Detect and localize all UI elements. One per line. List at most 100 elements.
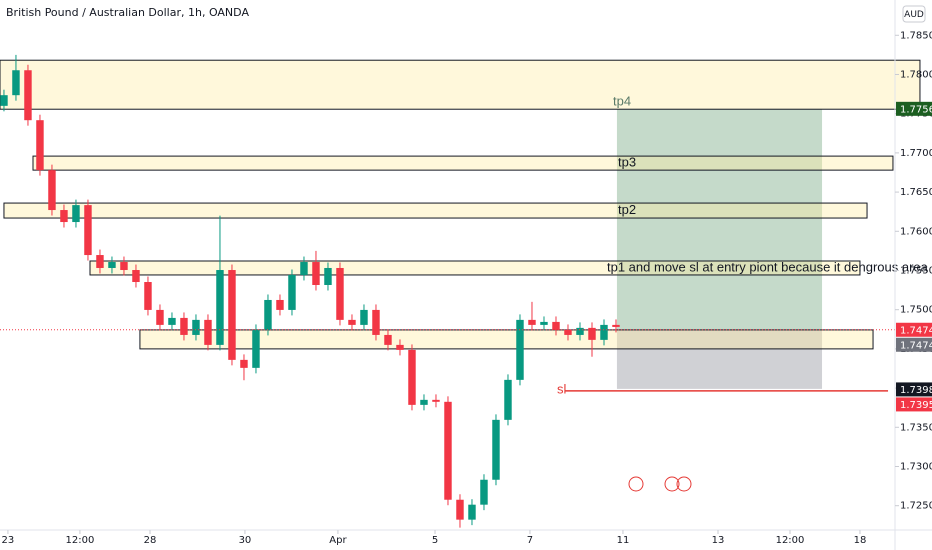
zone xyxy=(0,59,921,110)
price-tag xyxy=(896,322,932,337)
price-tag xyxy=(896,337,932,352)
candle-body xyxy=(588,327,596,340)
candle-body xyxy=(420,399,428,405)
axes: 1.785001.780001.775001.770001.765001.760… xyxy=(2,30,932,546)
candle-body xyxy=(264,299,272,330)
price-tag-label: 1.73983 xyxy=(900,385,932,396)
y-tick-label: 1.76000 xyxy=(900,226,932,237)
zone xyxy=(32,155,894,171)
candle-body xyxy=(540,321,548,325)
candle-body xyxy=(96,255,104,268)
candle-body xyxy=(492,419,500,480)
candle-body xyxy=(216,270,224,345)
y-tick-label: 1.78500 xyxy=(900,30,932,41)
x-tick-label: Apr xyxy=(329,535,347,546)
candle-body xyxy=(192,319,200,335)
y-tick-label: 1.73500 xyxy=(900,422,932,433)
y-tick-label: 1.78000 xyxy=(900,69,932,80)
candle-body xyxy=(132,270,140,283)
candle-body xyxy=(300,262,308,275)
price-tag-label: 1.74742 xyxy=(900,340,932,351)
candle-body xyxy=(240,359,248,368)
zone xyxy=(3,202,868,219)
candle-body xyxy=(48,170,56,211)
event-icon[interactable] xyxy=(664,476,680,492)
y-tick-label: 1.75500 xyxy=(900,265,932,276)
x-tick-label: 5 xyxy=(432,535,438,546)
x-tick-label: 23 xyxy=(2,535,15,546)
zones: tp4 tp3 tp2 tp1 and move sl at entry piont … xyxy=(0,59,929,396)
candle-body xyxy=(204,319,212,345)
zone xyxy=(139,329,874,350)
candles xyxy=(0,54,895,528)
price-tag xyxy=(896,382,932,397)
x-tick-label: 18 xyxy=(854,535,867,546)
candle-body xyxy=(348,319,356,325)
zone-label: tp2 xyxy=(618,202,636,217)
candle-body xyxy=(12,70,20,96)
candle-body xyxy=(468,504,476,520)
profit-area xyxy=(616,109,823,330)
y-tick-label: 1.72500 xyxy=(900,501,932,512)
candle-body xyxy=(360,309,368,325)
candle-body xyxy=(552,321,560,330)
y-tick-label: 1.76500 xyxy=(900,187,932,198)
candle-body xyxy=(84,205,92,256)
candle-body xyxy=(408,349,416,405)
candle-body xyxy=(144,282,152,310)
candle-body xyxy=(228,270,236,360)
stop-label: sl xyxy=(557,381,567,396)
candle-body xyxy=(180,317,188,335)
candle-body xyxy=(576,327,584,335)
zone xyxy=(89,260,861,276)
candle-body xyxy=(612,324,620,327)
chart-title: British Pound / Australian Dollar, 1h, O… xyxy=(6,6,249,19)
candle-body xyxy=(432,399,440,402)
candle-body xyxy=(444,401,452,500)
zone-label: tp3 xyxy=(618,155,636,170)
candle-body xyxy=(528,319,536,325)
y-tick-label: 1.73000 xyxy=(900,461,932,472)
x-tick-label: 13 xyxy=(712,535,725,546)
candle-body xyxy=(276,299,284,310)
x-tick-label: 12:00 xyxy=(776,535,805,546)
x-tick-label: 7 xyxy=(527,535,533,546)
candle-body xyxy=(324,267,332,285)
zone-label: tp4 xyxy=(613,94,631,109)
price-tag-label: 1.74744 xyxy=(900,325,932,336)
candle-body xyxy=(168,317,176,325)
candle-body xyxy=(312,262,320,285)
candle-body xyxy=(72,205,80,223)
candle-body xyxy=(384,334,392,345)
price-tag-label: 1.77562 xyxy=(900,104,932,115)
candle-body xyxy=(516,319,524,380)
price-tag xyxy=(896,101,932,116)
event-icon[interactable] xyxy=(676,476,692,492)
x-tick-label: 11 xyxy=(617,535,630,546)
candle-body xyxy=(24,70,32,121)
candle-body xyxy=(564,329,572,335)
candle-body xyxy=(456,499,464,520)
currency: AUD xyxy=(904,10,924,20)
currency-box[interactable] xyxy=(902,5,926,23)
price-tag-label: 1.73954 xyxy=(900,400,932,411)
x-tick-label: 30 xyxy=(239,535,252,546)
candle-body xyxy=(600,324,608,340)
x-tick-label: 12:00 xyxy=(66,535,95,546)
event-icon[interactable] xyxy=(628,476,644,492)
candle-body xyxy=(336,267,344,320)
y-tick-label: 1.75000 xyxy=(900,305,932,316)
candle-body xyxy=(288,274,296,310)
candle-body xyxy=(396,344,404,350)
candle-body xyxy=(504,379,512,420)
y-tick-label: 1.77000 xyxy=(900,148,932,159)
zone-label: tp1 and move sl at entry piont because i… xyxy=(607,259,929,274)
price-tag xyxy=(896,397,932,412)
loss-area xyxy=(616,329,823,389)
event-icons xyxy=(628,476,692,492)
candle-body xyxy=(156,309,164,325)
candle-body xyxy=(480,479,488,505)
candle-body xyxy=(120,262,128,271)
candle-body xyxy=(252,329,260,368)
